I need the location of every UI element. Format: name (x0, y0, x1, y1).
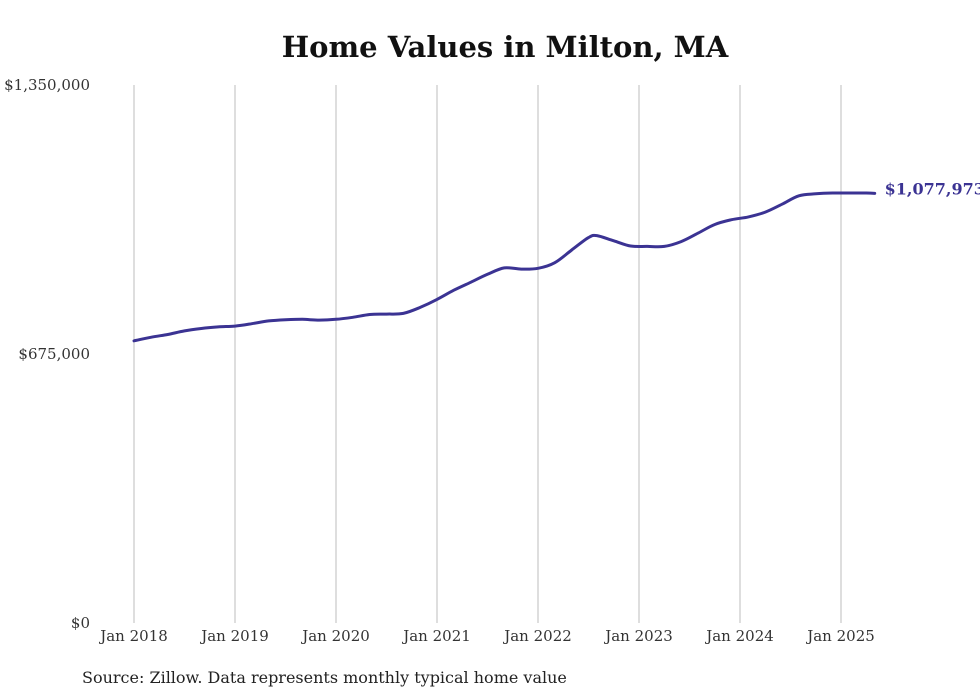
x-tick-label: Jan 2019 (199, 627, 269, 645)
x-tick-label: Jan 2025 (805, 627, 875, 645)
series-line (132, 191, 877, 343)
x-axis-ticks: Jan 2018 Jan 2019 Jan 2020 Jan 2021 Jan 2022… (98, 627, 875, 645)
series-line-layer (132, 191, 877, 343)
y-tick-label: $1,350,000 (4, 76, 90, 94)
x-tick-label: Jan 2022 (502, 627, 572, 645)
chart-title: Home Values in Milton, MA (281, 30, 729, 64)
x-tick-label: Jan 2023 (603, 627, 673, 645)
x-tick-label: Jan 2018 (98, 627, 168, 645)
x-tick-label: Jan 2024 (704, 627, 774, 645)
y-tick-label: $0 (71, 614, 90, 632)
x-tick-label: Jan 2021 (401, 627, 471, 645)
x-tick-label: Jan 2020 (300, 627, 370, 645)
end-value-label: $1,077,973 (885, 179, 980, 198)
source-note: Source: Zillow. Data represents monthly … (82, 668, 567, 687)
end-label-layer: $1,077,973 (885, 179, 980, 198)
y-tick-label: $675,000 (18, 345, 90, 363)
grid-lines (133, 85, 842, 623)
y-axis-ticks: $0 $675,000 $1,350,000 (4, 76, 90, 632)
